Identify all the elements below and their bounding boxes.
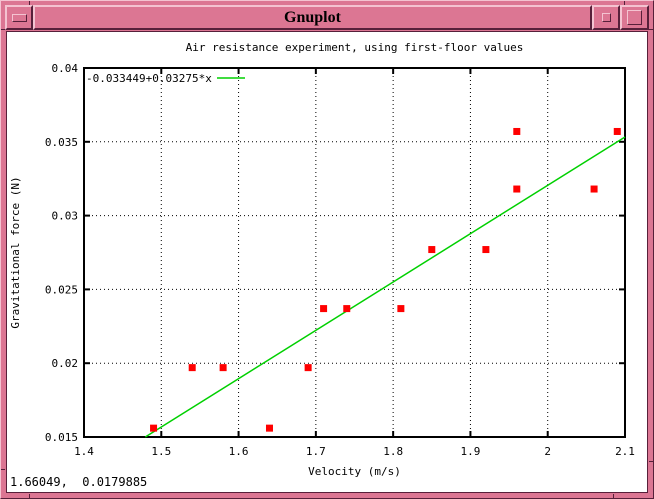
y-tick-label: 0.035: [45, 136, 78, 149]
resize-notch: [649, 461, 653, 462]
y-tick-label: 0.03: [52, 210, 79, 223]
chart-title: Air resistance experiment, using first-f…: [186, 41, 524, 54]
data-point: [188, 364, 196, 372]
x-tick-label: 2: [544, 445, 551, 458]
plot-canvas[interactable]: 1.4 1.5 1.6 1.7 1.8 1.9 2 2.1 0.015 0.02 0.025 0.03…: [7, 32, 648, 493]
window-menu-icon: [11, 13, 27, 22]
plot-border: [83, 67, 626, 438]
y-tick-label: 0.04: [52, 62, 79, 75]
data-point: [590, 185, 598, 193]
resize-notch: [624, 1, 625, 5]
resize-notch: [29, 494, 30, 498]
minimize-icon: [601, 13, 611, 22]
data-point: [428, 246, 436, 254]
y-tick-label: 0.015: [45, 431, 78, 444]
data-point: [150, 424, 158, 432]
data-point: [513, 127, 521, 135]
data-point: [613, 127, 621, 135]
mouse-coordinates-readout: 1.66049, 0.0179885: [10, 475, 148, 489]
titlebar[interactable]: Gnuplot: [5, 5, 649, 30]
window-title: Gnuplot: [284, 9, 341, 26]
data-point: [320, 305, 328, 313]
resize-notch: [1, 29, 5, 30]
resize-notch: [1, 469, 5, 470]
data-point: [482, 246, 490, 254]
data-point: [513, 185, 521, 193]
x-tick-label: 2.1: [615, 445, 635, 458]
x-tick-label: 1.6: [229, 445, 249, 458]
resize-notch: [613, 494, 614, 498]
titlebar-title-area[interactable]: Gnuplot: [33, 5, 592, 30]
client-area: 1.4 1.5 1.6 1.7 1.8 1.9 2 2.1 0.015 0.02 0.025 0.03…: [6, 31, 648, 493]
window-menu-button[interactable]: [5, 5, 33, 30]
maximize-button[interactable]: [620, 5, 649, 30]
y-axis-label: Gravitational force (N): [9, 176, 22, 328]
maximize-icon: [627, 10, 642, 25]
fit-line: [144, 136, 626, 438]
data-point: [343, 305, 351, 313]
minimize-button[interactable]: [592, 5, 620, 30]
x-tick-label: 1.4: [74, 445, 94, 458]
x-tick-label: 1.9: [460, 445, 480, 458]
y-tick-label: 0.025: [45, 283, 78, 296]
data-point: [304, 364, 312, 372]
x-tick-label: 1.5: [151, 445, 171, 458]
x-tick-label: 1.8: [383, 445, 403, 458]
resize-notch: [29, 1, 30, 5]
x-tick-label: 1.7: [306, 445, 326, 458]
data-point: [397, 305, 405, 313]
data-point: [265, 424, 273, 432]
resize-notch: [649, 29, 653, 30]
data-point: [219, 364, 227, 372]
legend-label: -0.033449+0.03275*x: [86, 72, 212, 85]
x-axis-label: Velocity (m/s): [308, 465, 401, 478]
y-tick-label: 0.02: [52, 357, 79, 370]
